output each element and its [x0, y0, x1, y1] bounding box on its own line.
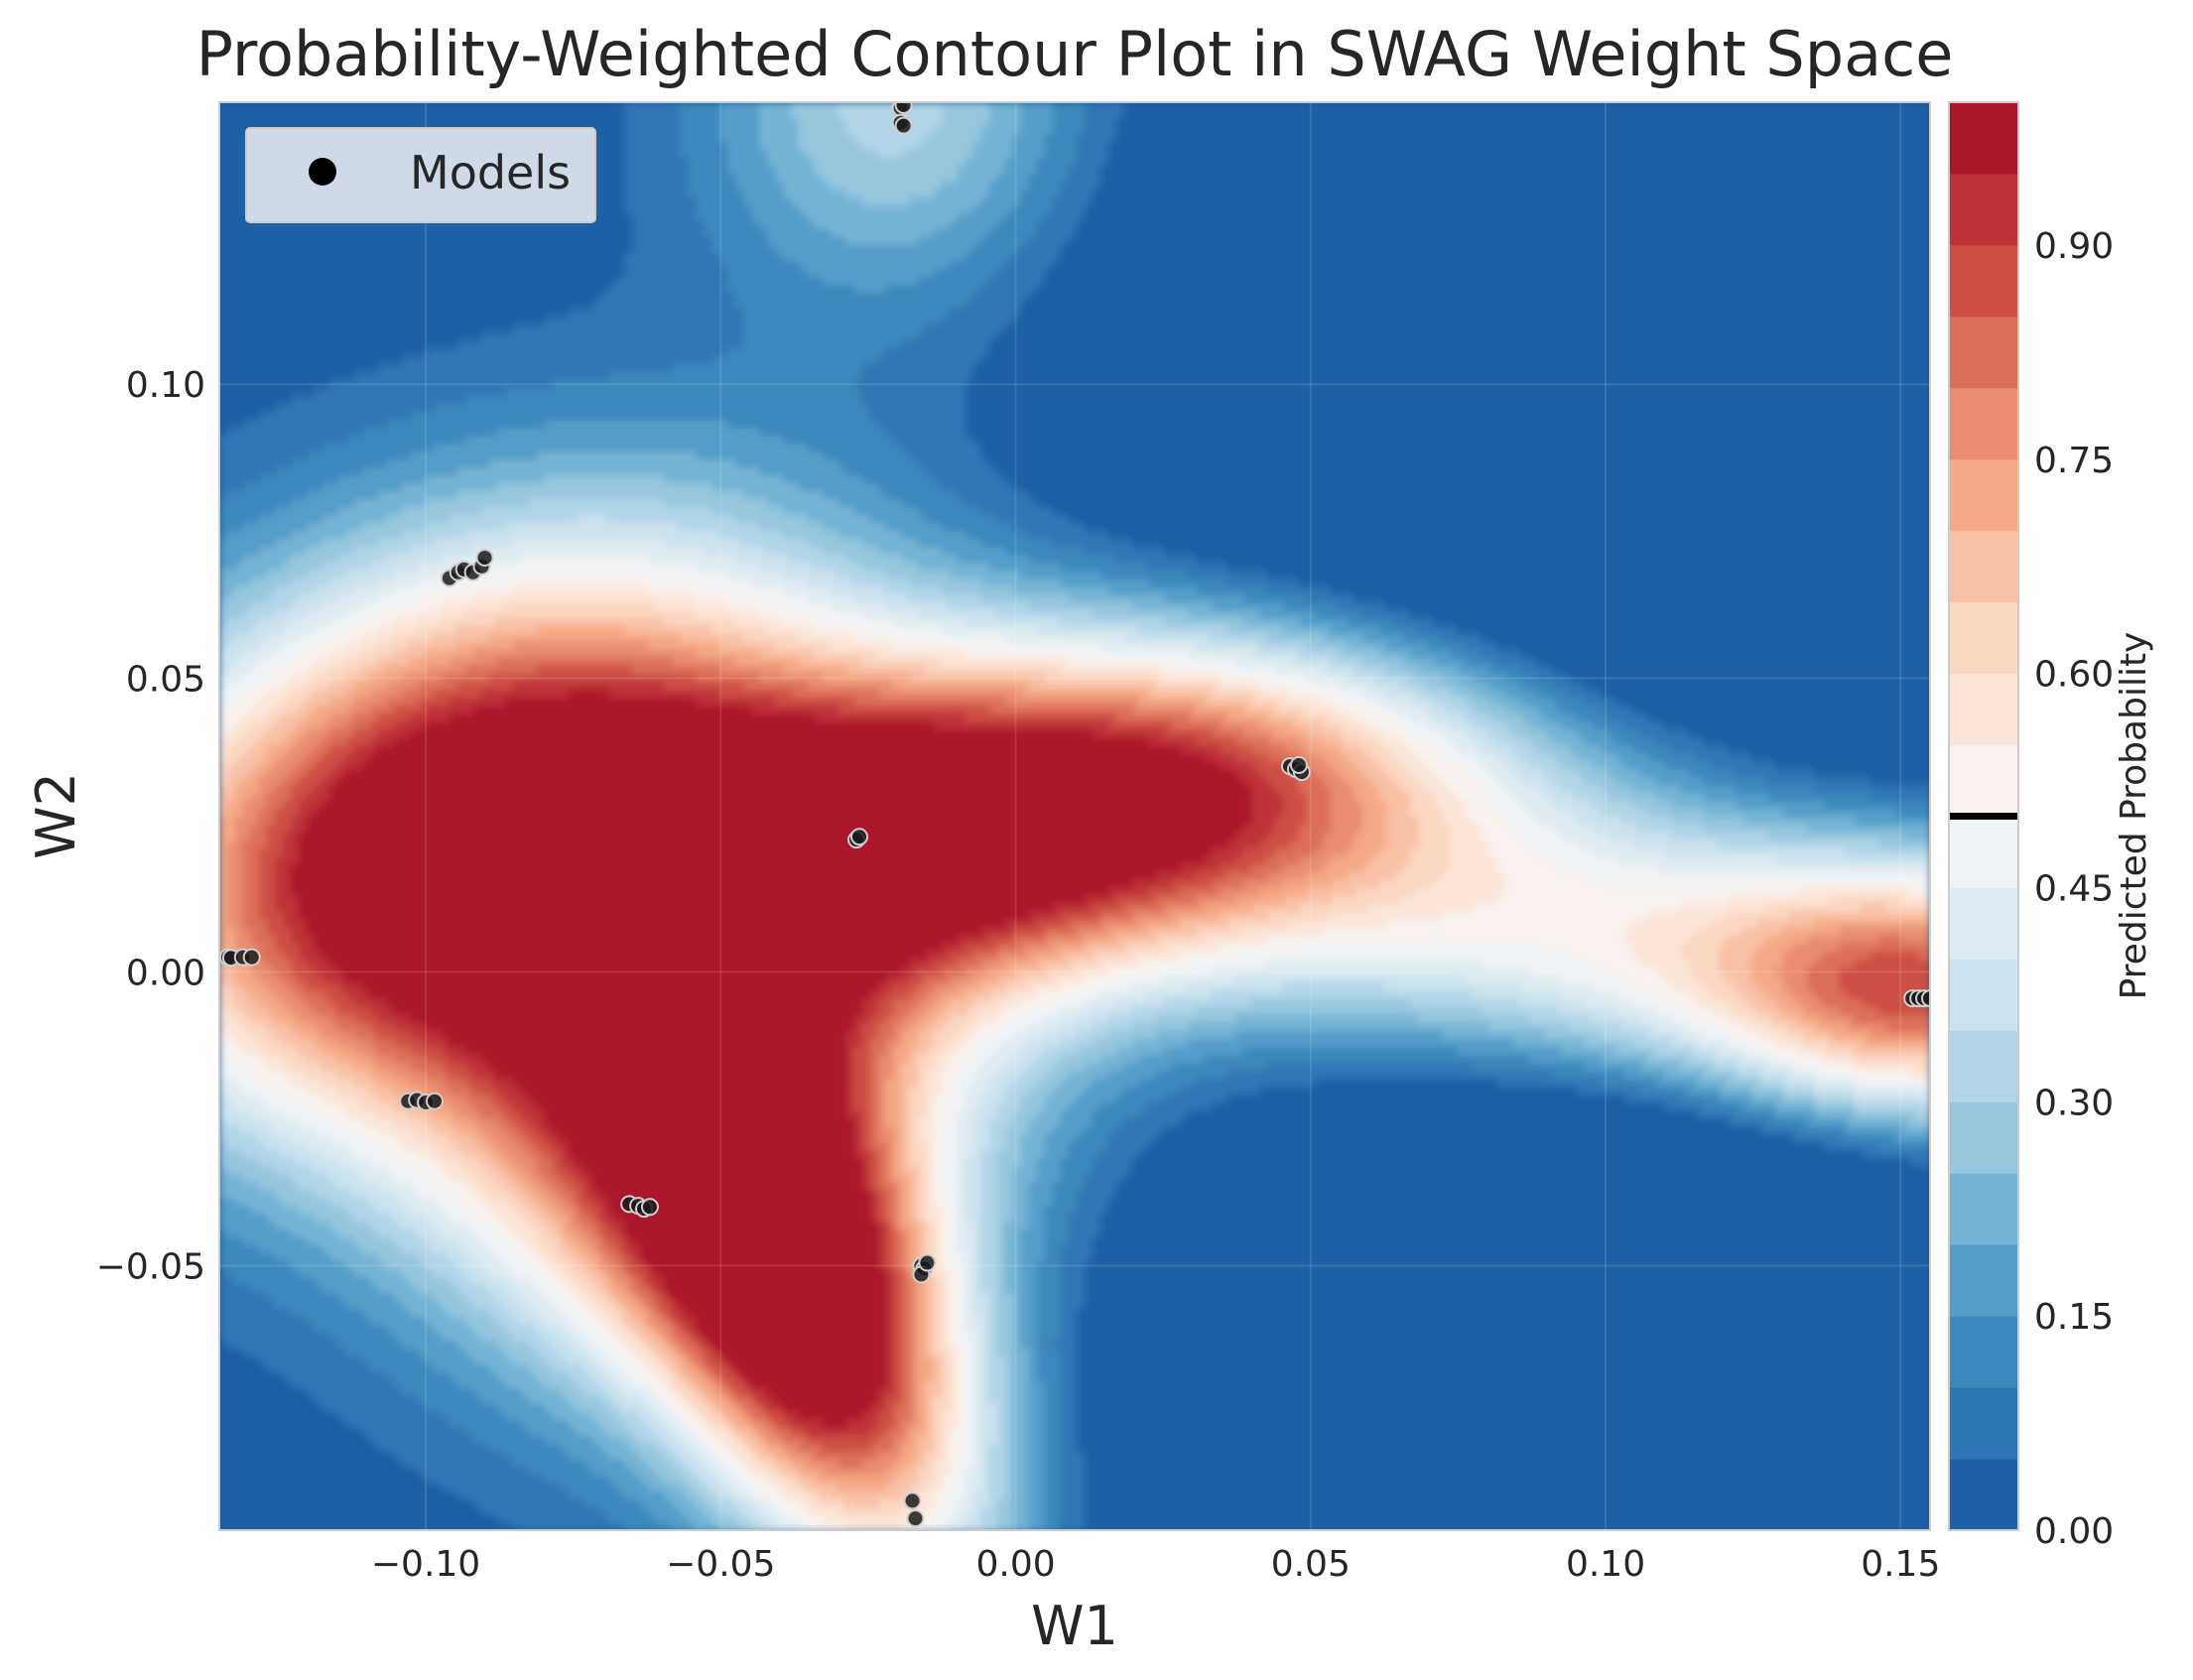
x-axis-label: W1: [1031, 1595, 1118, 1657]
colorbar-band: [1949, 1030, 2018, 1102]
colorbar-label: Predicted Probability: [2114, 632, 2154, 1000]
colorbar-band: [1949, 1101, 2018, 1174]
y-tick-label: −0.05: [96, 1247, 205, 1288]
model-point: [1289, 755, 1308, 774]
colorbar-tick-label: 0.90: [2034, 226, 2114, 267]
x-tick-label: −0.05: [666, 1544, 775, 1585]
colorbar-band: [1949, 1244, 2018, 1317]
colorbar-ticks: 0.00 0.15 0.30 0.45 0.60 0.75 0.90: [2034, 226, 2114, 1552]
colorbar-frame: [1948, 101, 2019, 1531]
model-point: [850, 828, 869, 846]
colorbar-tick-label: 0.60: [2034, 655, 2114, 696]
colorbar-tick-label: 0.15: [2034, 1297, 2114, 1338]
colorbar-band: [1949, 316, 2018, 389]
colorbar-band: [1949, 530, 2018, 603]
legend-label-models: Models: [410, 146, 571, 199]
x-tick-label: −0.10: [371, 1544, 480, 1585]
colorbar-band: [1949, 1316, 2018, 1388]
chart-title: Probability-Weighted Contour Plot in SWA…: [196, 18, 1954, 90]
gridlines: [219, 102, 1930, 1530]
colorbar-band: [1949, 173, 2018, 246]
colorbar: 0.00 0.15 0.30 0.45 0.60 0.75 0.90 Predicted P…: [1948, 101, 2154, 1552]
model-points: [219, 102, 1930, 1528]
colorbar-band: [1949, 673, 2018, 746]
colorbar-tick-label: 0.30: [2034, 1083, 2114, 1123]
x-tick-label: 0.05: [1271, 1544, 1351, 1585]
model-point: [425, 1092, 444, 1110]
y-tick-label: 0.10: [126, 365, 205, 406]
colorbar-band: [1949, 387, 2018, 460]
colorbar-band: [1949, 458, 2018, 532]
legend: Models: [245, 127, 596, 223]
x-tick-label: 0.00: [975, 1544, 1055, 1585]
model-point: [918, 1253, 937, 1272]
colorbar-band: [1949, 1387, 2018, 1460]
colorbar-bands: [1949, 102, 2018, 1531]
model-point: [475, 548, 494, 567]
model-point: [903, 1491, 922, 1510]
model-point: [906, 1509, 925, 1528]
y-tick-label: 0.00: [126, 953, 205, 993]
plot-area: [218, 101, 1931, 1531]
colorbar-band: [1949, 816, 2018, 888]
colorbar-band: [1949, 102, 2018, 175]
y-axis-ticks: −0.05 0.00 0.05 0.10: [96, 365, 205, 1287]
plot-frame: [218, 101, 1931, 1531]
colorbar-tick-label: 0.00: [2034, 1511, 2114, 1552]
colorbar-band: [1949, 887, 2018, 960]
x-tick-label: 0.10: [1566, 1544, 1645, 1585]
y-axis-label: W2: [25, 772, 87, 859]
x-tick-label: 0.15: [1861, 1544, 1940, 1585]
model-point: [894, 116, 913, 135]
colorbar-band: [1949, 1459, 2018, 1531]
model-point: [894, 102, 913, 114]
model-point: [640, 1198, 659, 1217]
colorbar-tick-label: 0.75: [2034, 441, 2114, 481]
legend-box: [245, 127, 596, 223]
colorbar-band: [1949, 244, 2018, 318]
colorbar-tick-label: 0.45: [2034, 868, 2114, 909]
model-point: [242, 948, 261, 967]
colorbar-threshold-line: [1949, 813, 2018, 820]
colorbar-band: [1949, 601, 2018, 675]
colorbar-band: [1949, 744, 2018, 817]
legend-marker: [309, 158, 336, 186]
y-tick-label: 0.05: [126, 659, 205, 700]
x-axis-ticks: −0.10 −0.05 0.00 0.05 0.10 0.15: [371, 1544, 1940, 1585]
colorbar-band: [1949, 959, 2018, 1031]
probability-contour-field: [219, 102, 1930, 1530]
colorbar-band: [1949, 1173, 2018, 1245]
model-point: [1921, 989, 1930, 1008]
